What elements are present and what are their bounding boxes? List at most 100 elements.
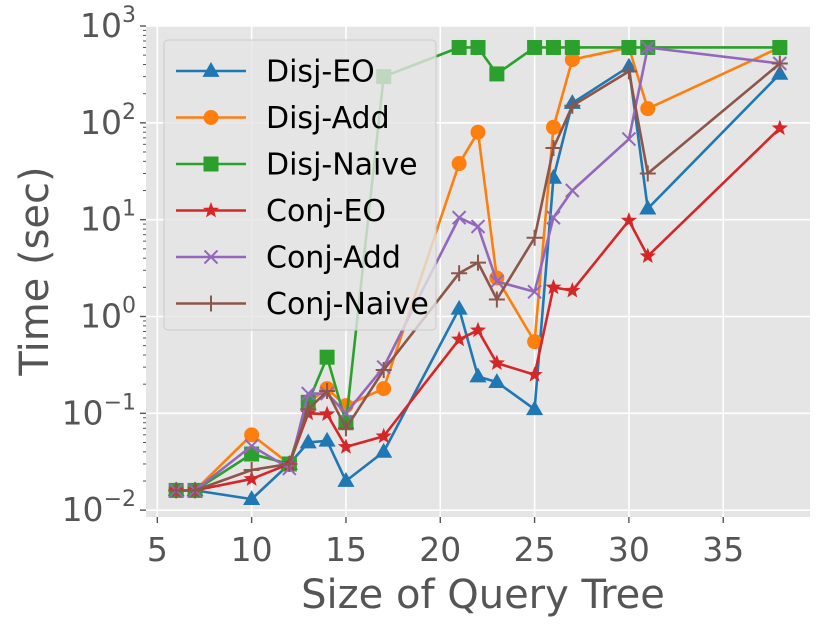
y-axis-ticks: 10−2 10−1 100 101 102 103 <box>62 3 146 529</box>
data-point-conj-eo <box>451 330 468 347</box>
data-point-conj-eo <box>771 119 788 136</box>
data-point-conj-naive <box>243 461 260 478</box>
series-layer <box>167 39 789 505</box>
data-point-disj-naive <box>621 39 637 55</box>
legend-marker-conj-eo <box>202 202 220 218</box>
data-point-conj-naive <box>564 97 581 114</box>
data-point-conj-add <box>470 219 486 234</box>
x-tick-label: 35 <box>702 530 744 569</box>
x-tick-label: 25 <box>514 530 556 569</box>
data-point-disj-eo <box>488 373 506 388</box>
data-point-disj-eo <box>450 299 468 315</box>
data-point-conj-add <box>621 131 637 147</box>
data-point-conj-eo <box>469 321 487 338</box>
legend-label: Conj-Naive <box>266 287 429 322</box>
data-point-conj-naive <box>375 362 392 379</box>
data-point-conj-naive <box>488 291 505 308</box>
x-axis-label: Size of Query Tree <box>301 572 665 618</box>
data-point-disj-add <box>545 119 561 135</box>
data-point-conj-naive <box>168 482 185 499</box>
data-point-disj-naive <box>319 349 335 365</box>
data-point-disj-naive <box>772 39 788 55</box>
legend-label: Conj-EO <box>266 194 386 229</box>
data-point-disj-eo <box>318 431 336 447</box>
data-point-disj-naive <box>489 66 505 82</box>
data-point-conj-eo <box>337 438 355 454</box>
legend-marker-conj-add <box>203 249 219 265</box>
data-point-disj-add <box>470 124 486 140</box>
data-point-conj-eo <box>620 212 637 228</box>
legend-entry-conj-eo: Conj-EO <box>176 194 386 229</box>
data-point-conj-naive <box>281 455 298 472</box>
data-point-conj-naive <box>526 229 543 246</box>
data-point-disj-add <box>564 52 580 68</box>
legend-label: Conj-Add <box>266 241 401 276</box>
data-point-conj-add <box>565 183 580 198</box>
y-tick-label: 103 <box>80 3 136 45</box>
data-point-conj-add <box>640 40 655 55</box>
data-point-conj-add <box>244 438 259 454</box>
x-tick-label: 10 <box>231 530 273 569</box>
data-point-disj-eo <box>639 199 657 215</box>
data-point-disj-eo <box>526 400 544 416</box>
data-point-conj-add <box>451 210 467 225</box>
data-point-conj-eo <box>639 247 656 264</box>
data-point-disj-add <box>244 427 260 443</box>
data-point-conj-eo <box>319 405 336 422</box>
data-point-disj-add <box>451 156 467 172</box>
legend-entry-disj-add: Disj-Add <box>176 101 390 136</box>
data-point-conj-naive <box>300 401 317 418</box>
y-tick-label: 100 <box>80 293 136 335</box>
legend-label: Disj-Add <box>266 101 390 136</box>
data-point-conj-add <box>489 274 505 289</box>
data-point-conj-naive <box>771 55 788 72</box>
data-point-disj-naive <box>527 39 543 55</box>
data-point-disj-naive <box>564 39 580 55</box>
data-point-conj-add <box>527 284 542 299</box>
data-point-disj-add <box>527 334 543 350</box>
y-tick-label: 10−1 <box>62 390 136 432</box>
data-point-conj-naive <box>620 63 637 80</box>
x-tick-label: 15 <box>325 530 367 569</box>
legend-label: Disj-EO <box>266 55 375 90</box>
data-point-conj-naive <box>187 482 204 499</box>
data-point-conj-eo <box>375 427 392 444</box>
legend-marker-disj-add <box>203 110 219 125</box>
y-axis-label: Time (sec) <box>12 166 58 376</box>
x-axis-ticks: 5 10 15 20 25 30 35 <box>147 517 744 569</box>
data-point-disj-add <box>376 381 392 397</box>
data-point-disj-add <box>640 101 656 117</box>
data-point-conj-eo <box>564 282 581 298</box>
series-conj-add <box>168 40 788 498</box>
y-tick-label: 10−2 <box>62 487 136 529</box>
legend-marker-conj-naive <box>203 295 219 312</box>
data-point-disj-eo <box>469 367 487 383</box>
legend-marker-disj-eo <box>202 62 220 77</box>
data-point-conj-naive <box>470 254 486 271</box>
data-point-disj-naive <box>451 39 467 55</box>
data-point-disj-naive <box>470 39 486 55</box>
data-point-conj-naive <box>451 265 468 282</box>
data-point-disj-eo <box>337 472 355 487</box>
data-point-conj-eo <box>526 366 543 382</box>
data-point-conj-add <box>301 386 316 401</box>
data-point-disj-eo <box>375 442 393 458</box>
y-tick-label: 101 <box>80 197 136 239</box>
data-point-disj-eo <box>299 433 317 449</box>
legend-entry-conj-naive: Conj-Naive <box>176 287 429 322</box>
data-point-conj-naive <box>337 420 354 437</box>
legend: Disj-EO Disj-Add Disj-Naive Conj-EO Conj-Add… <box>163 39 437 331</box>
series-conj-naive <box>168 55 788 499</box>
data-point-disj-eo <box>771 64 789 80</box>
x-tick-label: 20 <box>419 530 461 569</box>
data-point-conj-naive <box>319 383 336 400</box>
legend-entry-disj-naive: Disj-Naive <box>176 148 418 183</box>
data-point-conj-eo <box>243 470 260 486</box>
legend-label: Disj-Naive <box>266 148 418 183</box>
x-tick-label: 5 <box>147 530 168 569</box>
x-tick-label: 30 <box>608 530 650 569</box>
data-point-conj-naive <box>545 139 562 156</box>
data-point-conj-eo <box>545 278 562 295</box>
data-point-conj-add <box>546 210 561 225</box>
